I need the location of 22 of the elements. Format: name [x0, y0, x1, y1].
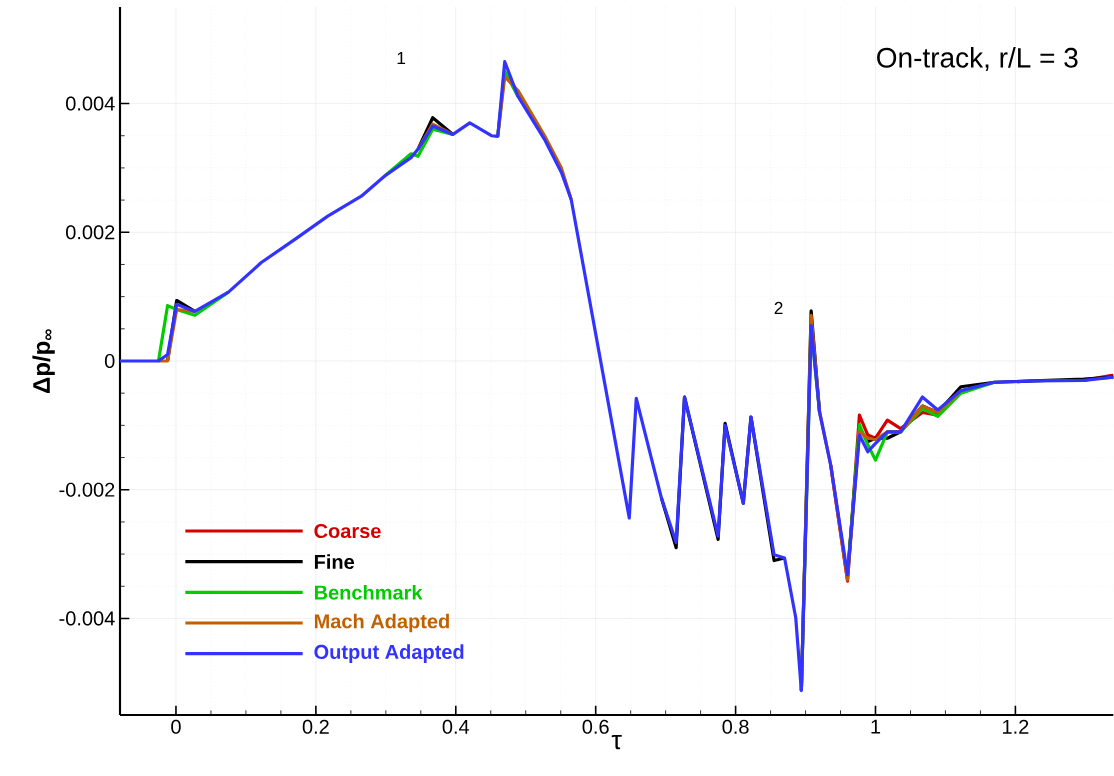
text: Mach Adapted	[314, 613, 449, 633]
annotation: 2	[774, 301, 783, 314]
x-tick-label: 0.2	[302, 719, 329, 734]
x-tick-label: 1.2	[1003, 719, 1029, 734]
x-tick-label: 0	[171, 719, 181, 734]
y-tick-label: 0	[104, 353, 115, 369]
text: Output Adapted	[314, 644, 464, 663]
x-tick-label: 1	[871, 719, 881, 734]
x-tick-label: 0.4	[442, 719, 470, 734]
x-tick-label: 0.8	[722, 719, 749, 734]
x-tick-label: 0.6	[582, 719, 609, 734]
y-tick-label: -0.002	[59, 482, 115, 497]
text: Benchmark	[314, 584, 423, 600]
annotation: 1	[397, 52, 406, 64]
x-axis-title: τ	[611, 735, 622, 750]
y-tick-label: -0.004	[59, 611, 115, 626]
y-tick-label: 0.004	[66, 96, 115, 111]
text: Fine	[314, 554, 355, 569]
text: Coarse	[314, 523, 381, 539]
y-tick-label: 0.002	[66, 225, 115, 240]
annotation: On-track, r/L = 3	[877, 47, 1078, 71]
y-axis-title: Δp/p$_{∞}$	[32, 329, 55, 393]
